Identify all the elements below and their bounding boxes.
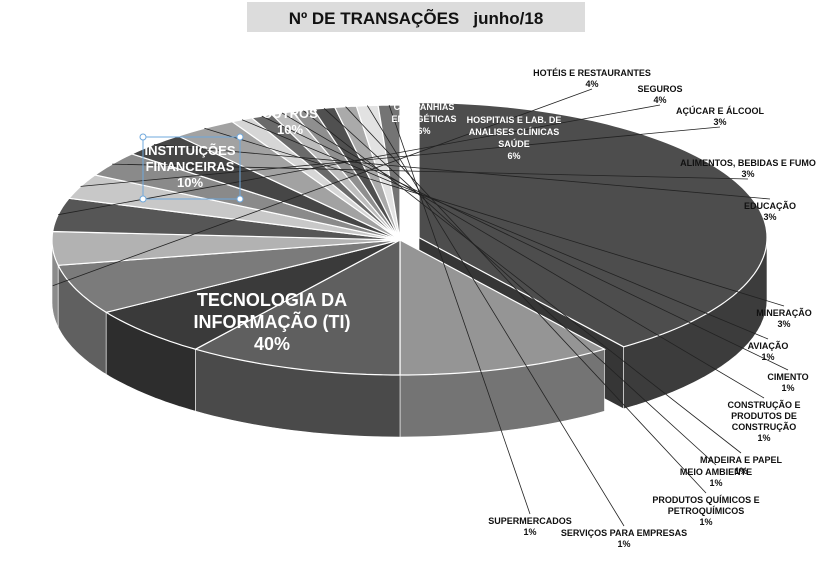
label-selection-handles[interactable] (139, 133, 244, 203)
selection-handle-3[interactable] (139, 195, 147, 203)
label-selection-frame[interactable] (142, 136, 241, 200)
slice-label-1: TECNOLOGIA DA INFORMAÇÃO (TI) 40% (194, 290, 351, 354)
slice-label-12: AVIAÇÃO 1% (748, 341, 789, 362)
chart-title: Nº DE TRANSAÇÕES junho/18 (289, 8, 544, 28)
pie-slice-3 (193, 238, 401, 376)
slice-label-11: MINERAÇÃO 3% (756, 308, 812, 329)
slice-label-15: MADEIRA E PAPEL 1% (700, 455, 783, 476)
slice-label-10: EDUCAÇÃO 3% (744, 201, 796, 222)
pie-slice-6 (51, 230, 401, 266)
slice-label-2: INSTITUIÇÕES FINANCEIRAS 10% (144, 143, 235, 190)
pie-slice-2 (399, 238, 607, 376)
leader-line-17 (345, 106, 707, 494)
slice-label-18: SERVIÇOS PARA EMPRESAS 1% (561, 528, 687, 549)
slice-label-9: ALIMENTOS, BEBIDAS E FUMO 3% (680, 158, 816, 179)
slice-label-4: COMPANHIAS ENERGÉTICAS 6% (391, 102, 456, 136)
leader-line-13 (261, 115, 789, 371)
leader-line-12 (241, 119, 769, 340)
slice-label-6: HOTÉIS E RESTAURANTES 4% (533, 68, 651, 89)
pie-slice-4 (104, 239, 401, 350)
slice-label-16: MEIO AMBIENTE 1% (680, 467, 752, 488)
slice-labels: TECNOLOGIA DA INFORMAÇÃO (TI) 40% INSTITUIÇ… (144, 68, 815, 549)
chart-title-background (247, 2, 585, 32)
leader-line-9 (112, 163, 749, 180)
slice-label-3: OUTROS 10% (262, 106, 318, 137)
leader-line-19 (388, 104, 531, 515)
slice-label-14: CONSTRUÇÃO E PRODUTOS DE CONSTRUÇÃO 1% (727, 400, 800, 443)
slice-label-5: HOSPITAIS E LAB. DE ANALISES CLÍNICAS SAÚD… (467, 115, 562, 161)
leader-line-16 (323, 108, 717, 466)
leader-line-15 (302, 110, 742, 454)
leader-line-7 (58, 104, 661, 216)
pie-slice-5 (57, 239, 401, 313)
leader-line-8 (80, 126, 721, 187)
leader-line-14 (281, 112, 765, 399)
pie-slice-1 (418, 102, 768, 348)
leader-line-10 (153, 144, 771, 200)
leader-lines (52, 88, 789, 527)
leader-line-18 (366, 105, 625, 527)
leader-line-6 (52, 88, 593, 287)
slice-label-19: SUPERMERCADOS 1% (488, 516, 572, 537)
leader-line-11 (204, 127, 785, 307)
slice-label-13: CIMENTO 1% (767, 372, 808, 393)
slice-label-7: SEGUROS 4% (637, 84, 682, 105)
selection-handle-2[interactable] (236, 133, 244, 141)
slice-label-17: PRODUTOS QUÍMICOS E PETROQUÍMICOS 1% (652, 495, 759, 527)
slice-label-8: AÇÚCAR E ÁLCOOL 3% (676, 105, 764, 127)
selection-handle-4[interactable] (236, 195, 244, 203)
selection-handle-1[interactable] (139, 133, 147, 141)
